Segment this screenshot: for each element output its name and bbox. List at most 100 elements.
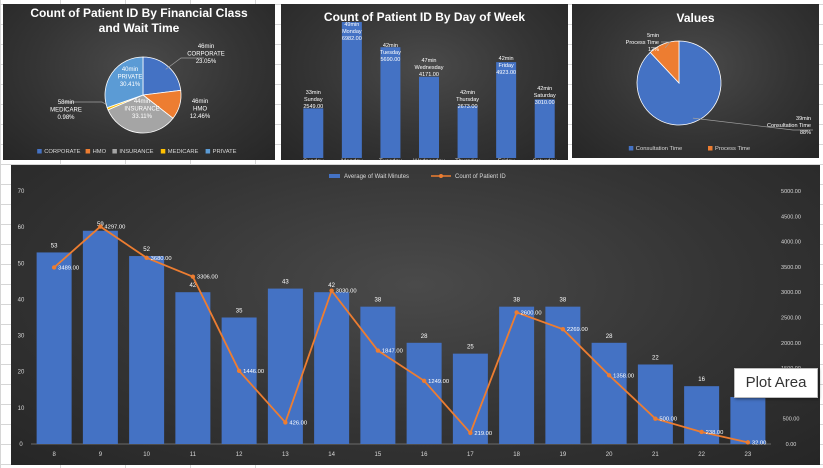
values-pie-data-label: 39min Consultation Time 88% bbox=[767, 116, 811, 136]
financial-class-data-label: 46min HMO 12.46% bbox=[190, 99, 211, 120]
patient-count-data-label: 3306.00 bbox=[197, 275, 218, 281]
hourly-combo-plot[interactable]: Average of Wait Minutes Count of Patient … bbox=[11, 165, 820, 465]
values-pie-leader-line bbox=[661, 41, 671, 49]
day-bar bbox=[496, 62, 517, 158]
financial-class-legend-swatch bbox=[205, 149, 211, 154]
wait-minutes-data-label: 38 bbox=[513, 298, 520, 304]
hour-tick-label: 17 bbox=[467, 452, 474, 458]
patient-count-marker bbox=[144, 255, 149, 260]
financial-class-legend-swatch bbox=[160, 149, 166, 154]
wait-minutes-bar bbox=[499, 306, 535, 444]
wait-minutes-bar bbox=[730, 397, 766, 444]
day-bar-data-label: 42min Thursday 2673.00 bbox=[456, 90, 479, 110]
wait-minutes-data-label: 22 bbox=[652, 355, 659, 361]
legend-item-patient-count: Count of Patient ID bbox=[455, 174, 506, 180]
patient-count-marker bbox=[514, 310, 519, 315]
wait-minutes-bar bbox=[314, 292, 350, 444]
day-tick-label: Monday bbox=[341, 159, 362, 160]
wait-minutes-bar bbox=[175, 292, 211, 444]
patient-count-marker bbox=[745, 440, 751, 445]
day-bar bbox=[341, 22, 362, 159]
hour-tick-label: 10 bbox=[143, 452, 150, 458]
patient-count-marker bbox=[653, 416, 658, 421]
values-legend-item: Process Time bbox=[715, 146, 750, 152]
right-axis-tick-label: 3000.00 bbox=[781, 290, 801, 296]
hourly-wait-chart[interactable]: Average of Wait Minutes Count of Patient … bbox=[11, 165, 820, 465]
financial-class-legend-item: INSURANCE bbox=[119, 149, 153, 155]
patient-count-data-label: 3030.00 bbox=[336, 289, 357, 295]
hour-tick-label: 18 bbox=[513, 452, 520, 458]
patient-count-marker bbox=[606, 373, 612, 378]
wait-minutes-data-label: 28 bbox=[606, 334, 613, 340]
legend-swatch-wait-minutes bbox=[329, 174, 340, 178]
wait-minutes-bar bbox=[36, 252, 72, 444]
financial-class-legend-swatch bbox=[85, 149, 91, 154]
day-bar-data-label: 42min Tuesday 5690.00 bbox=[380, 43, 401, 63]
day-bar-data-label: 47min Wednesday 4171.00 bbox=[415, 58, 444, 78]
wait-minutes-data-label: 53 bbox=[51, 243, 58, 249]
financial-class-slice-insurance bbox=[107, 94, 174, 134]
patient-count-marker bbox=[236, 368, 242, 374]
legend-item-wait-minutes: Average of Wait Minutes bbox=[344, 174, 409, 180]
wait-minutes-data-label: 52 bbox=[143, 247, 150, 253]
wait-minutes-data-label: 43 bbox=[282, 280, 289, 286]
wait-minutes-data-label: 35 bbox=[236, 309, 243, 315]
left-axis-tick-label: 30 bbox=[18, 334, 25, 340]
patient-count-data-label: 1847.00 bbox=[382, 349, 403, 355]
financial-class-slice-corporate bbox=[142, 56, 182, 96]
patient-count-marker bbox=[699, 429, 704, 435]
financial-class-legend-swatch bbox=[37, 149, 42, 154]
patient-count-data-label: 238.00 bbox=[706, 430, 724, 436]
values-chart[interactable]: Values 39min Consultation Time 88% 5min Proc… bbox=[572, 4, 819, 158]
patient-count-data-label: 1249.00 bbox=[428, 379, 449, 385]
gridline-col bbox=[0, 0, 1, 468]
left-axis-tick-label: 60 bbox=[18, 225, 25, 231]
right-axis-tick-label: 4000.00 bbox=[781, 240, 801, 246]
plot-area-tooltip: Plot Area bbox=[734, 368, 818, 398]
values-pie-slice-process-time bbox=[649, 40, 680, 85]
wait-minutes-data-label: 42 bbox=[328, 283, 335, 289]
patient-count-data-label: 32.00 bbox=[752, 440, 767, 446]
wait-minutes-data-label: 25 bbox=[467, 345, 474, 351]
financial-class-pie[interactable]: 46min CORPORATE 23.05% 46min HMO 12.46% 44min I… bbox=[3, 4, 275, 160]
financial-class-leader-line bbox=[165, 57, 204, 70]
patient-count-marker bbox=[329, 288, 334, 293]
patient-count-data-label: 3680.00 bbox=[151, 256, 172, 262]
financial-class-legend-item: MEDICARE bbox=[168, 149, 199, 155]
hour-tick-label: 19 bbox=[560, 452, 567, 458]
wait-minutes-data-label: 42 bbox=[190, 283, 197, 289]
right-axis-tick-label: 5000.00 bbox=[781, 189, 801, 195]
hour-tick-label: 22 bbox=[698, 452, 705, 458]
values-legend-swatch bbox=[708, 146, 713, 151]
day-tick-label: Thursday bbox=[455, 159, 480, 160]
wait-minutes-bar bbox=[591, 342, 627, 444]
wait-minutes-bar bbox=[221, 317, 257, 444]
wait-minutes-data-label: 38 bbox=[375, 298, 382, 304]
patient-count-marker bbox=[468, 430, 473, 436]
day-tick-label: Tuesday bbox=[379, 159, 402, 160]
hour-tick-label: 9 bbox=[99, 452, 103, 458]
financial-class-slice-private bbox=[104, 56, 144, 109]
patient-count-marker bbox=[190, 274, 196, 279]
values-legend-swatch bbox=[628, 146, 634, 151]
patient-count-data-label: 4297.00 bbox=[104, 225, 125, 231]
values-pie[interactable]: 39min Consultation Time 88% 5min Process Tim… bbox=[572, 4, 819, 158]
day-tick-label: Saturday bbox=[533, 159, 557, 160]
hour-tick-label: 11 bbox=[190, 452, 197, 458]
patient-count-data-label: 2269.00 bbox=[567, 327, 588, 333]
day-of-week-chart[interactable]: Count of Patient ID By Day of Week 33min… bbox=[281, 4, 568, 160]
financial-class-chart[interactable]: Count of Patient ID By Financial Class a… bbox=[3, 4, 275, 160]
patient-count-data-label: 1446.00 bbox=[243, 369, 264, 375]
patient-count-marker bbox=[375, 348, 381, 353]
patient-count-data-label: 1358.00 bbox=[613, 373, 634, 379]
hour-tick-label: 16 bbox=[421, 452, 428, 458]
hour-tick-label: 13 bbox=[282, 452, 289, 458]
wait-minutes-bar bbox=[360, 306, 396, 444]
patient-count-marker bbox=[560, 326, 566, 332]
patient-count-line bbox=[53, 225, 749, 444]
patient-count-marker bbox=[98, 224, 103, 229]
values-pie-data-label: 5min Process Time 12% bbox=[626, 33, 659, 53]
wait-minutes-data-label: 16 bbox=[698, 377, 705, 383]
financial-class-legend-item: HMO bbox=[93, 149, 107, 155]
